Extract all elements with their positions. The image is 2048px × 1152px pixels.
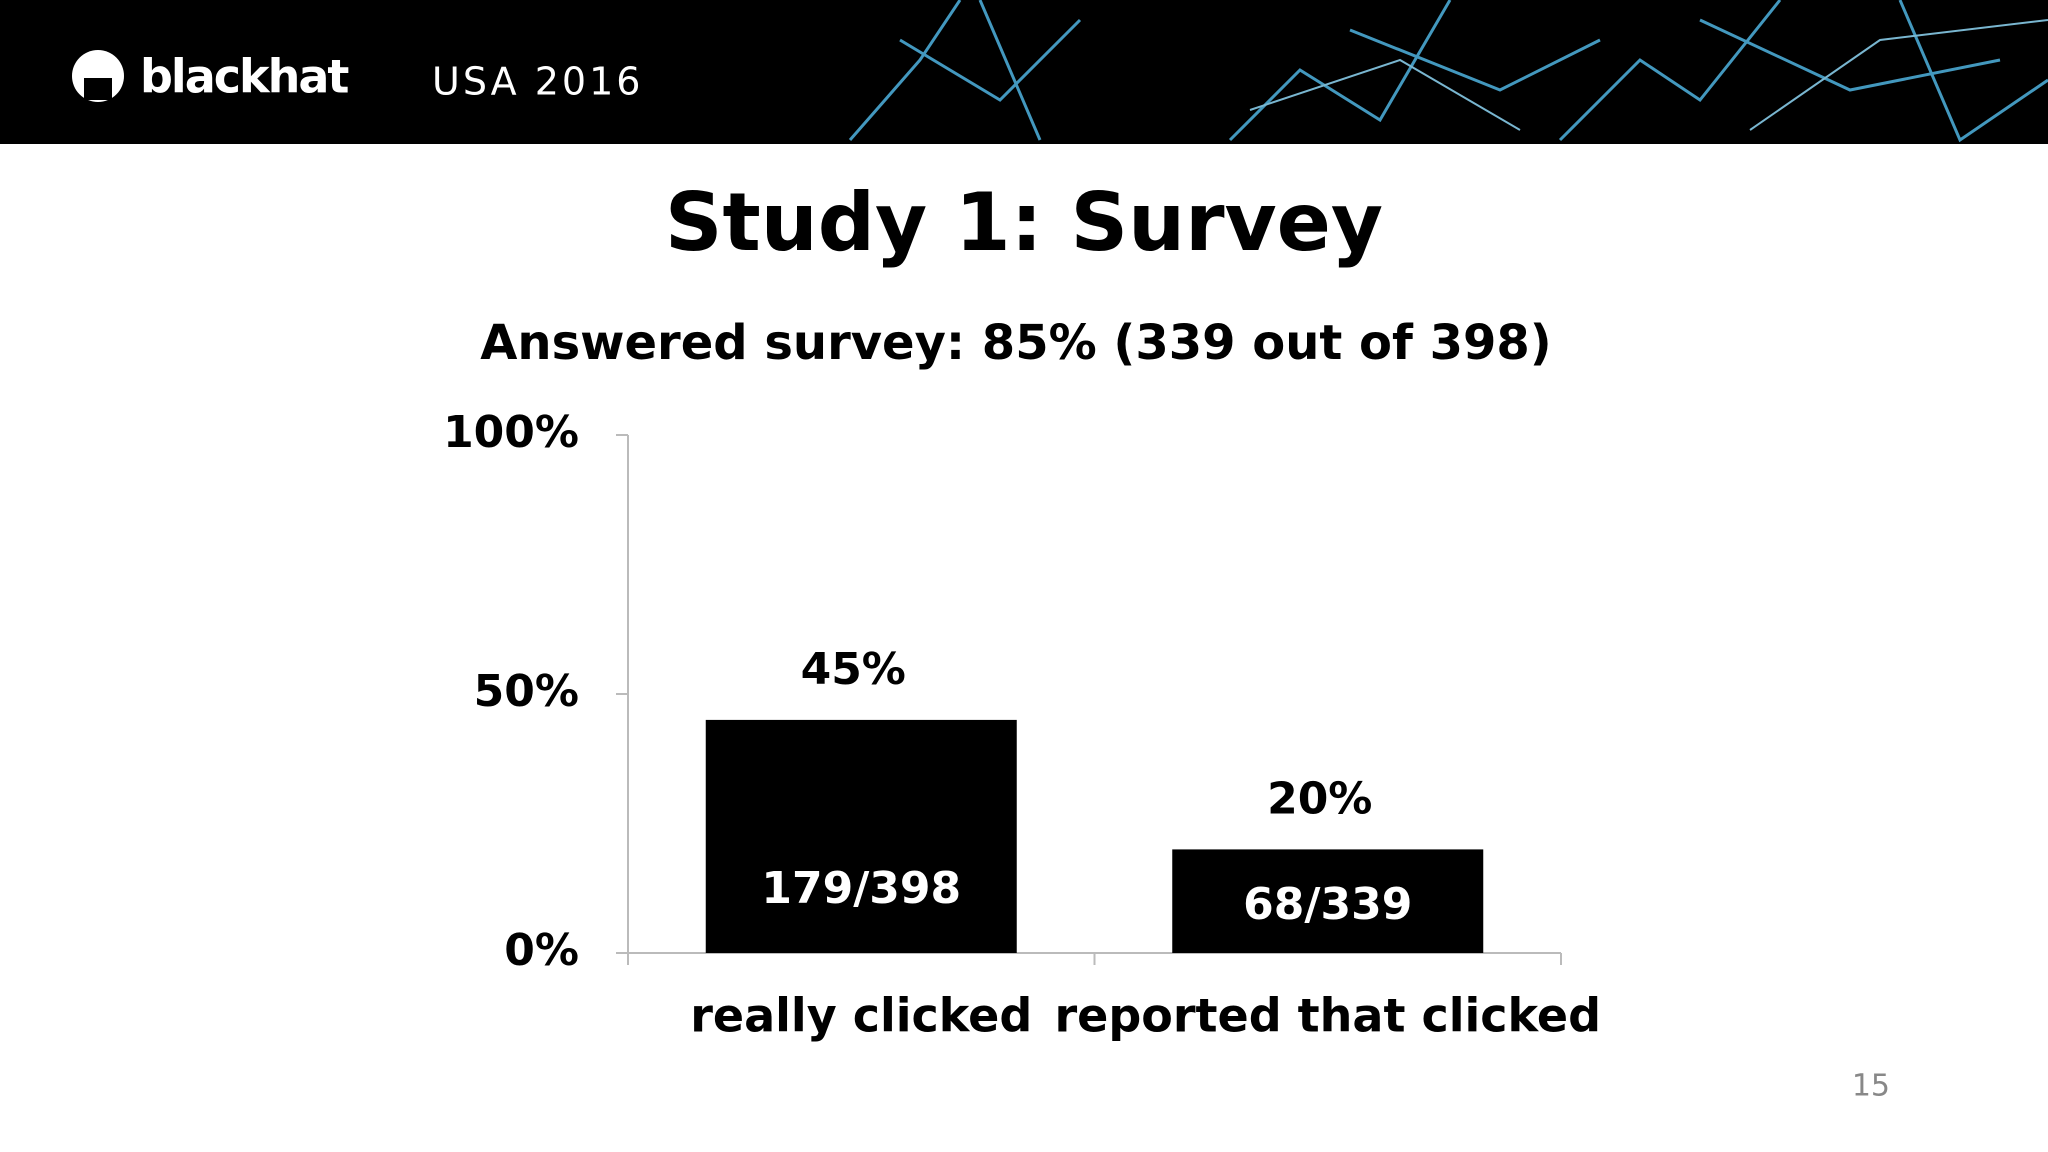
bar-annotation: 68/339: [1243, 879, 1412, 930]
y-tick-label: 50%: [474, 666, 579, 717]
logo-icon-face: [84, 78, 112, 100]
value-label: 20%: [1267, 773, 1372, 824]
bar: [705, 719, 1017, 953]
glass-decoration: [848, 0, 2048, 143]
x-tick-label: reported that clicked: [1054, 989, 1601, 1043]
bar-annotation: 179/398: [761, 863, 961, 914]
y-tick-label: 100%: [443, 407, 579, 458]
y-tick-label: 0%: [504, 925, 579, 976]
chart-title: Study 1: Survey: [665, 176, 1383, 269]
slide-number: 15: [1852, 1069, 1890, 1104]
event: USA 2016: [432, 60, 643, 104]
bar: [1172, 849, 1484, 953]
value-label: 45%: [801, 644, 906, 695]
chart-subtitle: Answered survey: 85% (339 out of 398): [480, 315, 1552, 371]
x-tick-label: really clicked: [690, 989, 1032, 1043]
brand: blackhat: [140, 50, 348, 104]
